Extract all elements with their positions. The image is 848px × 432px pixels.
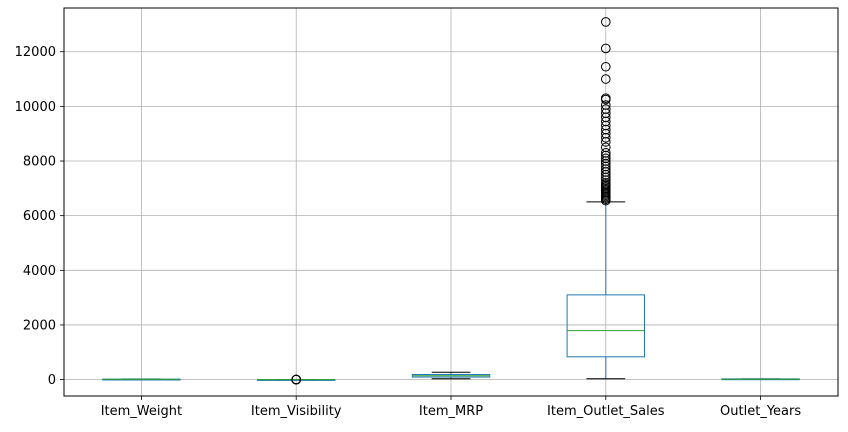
outlier-point	[601, 148, 611, 158]
iqr-box	[566, 294, 645, 358]
box-group-item-outlet-sales	[566, 17, 645, 380]
tick-layer: 0 2000 4000 6000 8000 10000 12000 Item_Weight It…	[15, 45, 802, 419]
y-tick-label: 2000	[23, 318, 56, 333]
outlier-point	[601, 100, 611, 110]
outlier-point	[291, 374, 302, 385]
y-tick-label: 4000	[23, 264, 56, 279]
box-group-item-weight	[102, 378, 181, 381]
x-tick-label: Outlet_Years	[720, 404, 801, 419]
y-tick-label: 0	[48, 373, 56, 388]
x-tick-label: Item_Outlet_Sales	[547, 404, 665, 419]
y-tick-label: 12000	[15, 45, 56, 60]
outlier-point	[601, 61, 611, 72]
outlier-point	[601, 43, 611, 54]
outlier-point	[601, 142, 611, 153]
outlier-point	[601, 153, 611, 164]
y-tick-label: 8000	[23, 155, 56, 170]
y-tick-label: 6000	[23, 209, 56, 224]
outlier-point	[601, 93, 611, 103]
box-layer	[102, 17, 800, 385]
outlier-point	[601, 104, 611, 114]
x-tick-label: Item_MRP	[419, 404, 483, 419]
outlier-point	[601, 74, 611, 84]
box-group-item-mrp	[411, 371, 491, 380]
outlier-point	[601, 17, 611, 27]
y-tick-label: 10000	[15, 100, 56, 115]
box-group-item-visibility	[257, 374, 336, 385]
x-tick-label: Item_Weight	[101, 404, 182, 419]
box-group-outlet-years	[721, 378, 800, 381]
grid-layer	[64, 8, 838, 396]
x-tick-label: Item_Visibility	[251, 404, 342, 419]
